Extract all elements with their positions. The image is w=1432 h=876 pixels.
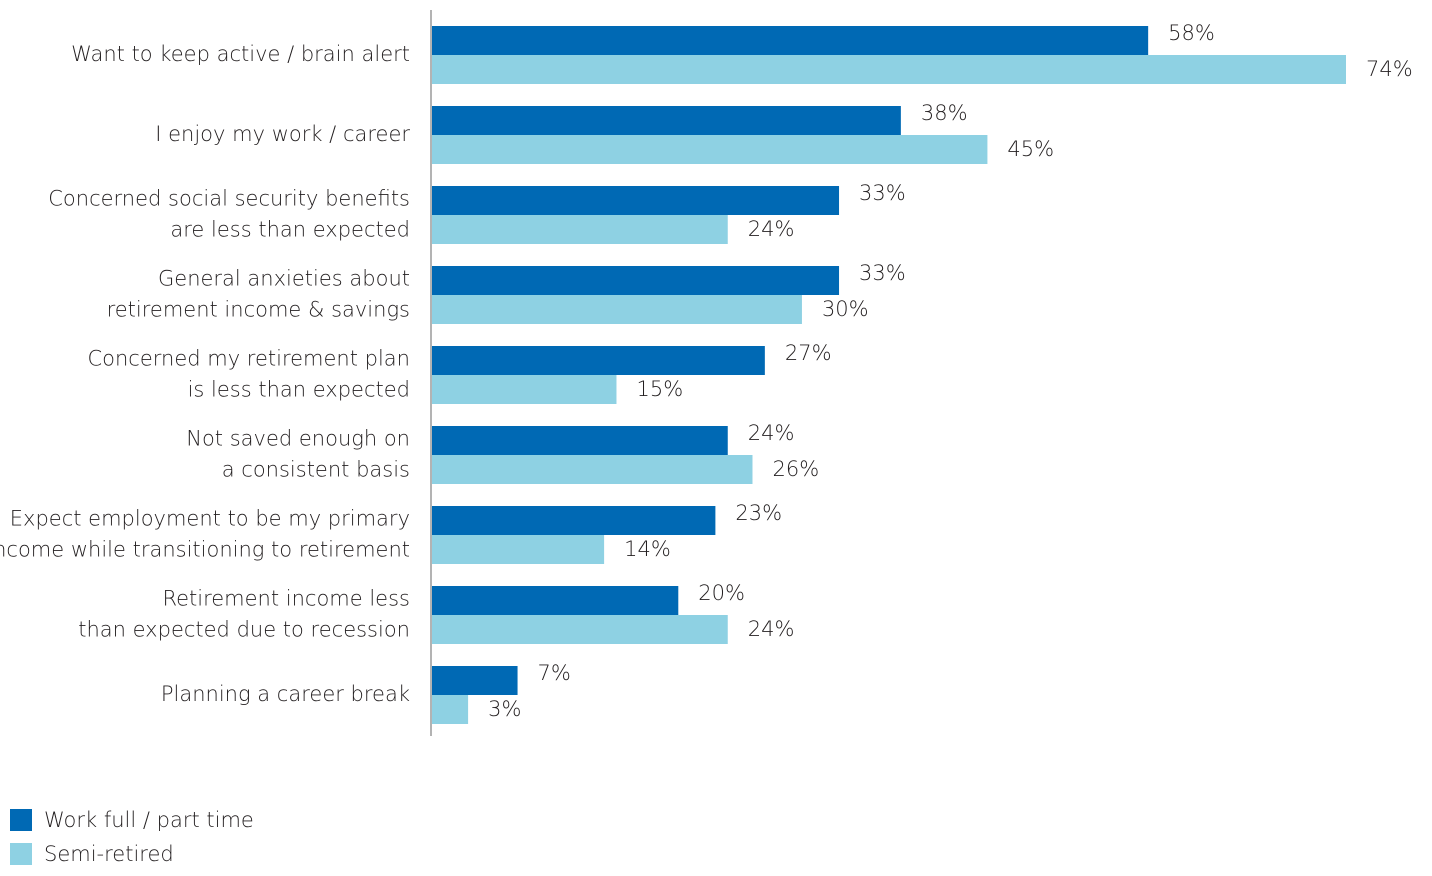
- bar-series-2: [431, 455, 753, 484]
- legend-item-series-1: Work full / part time: [10, 808, 254, 832]
- legend-label-series-1: Work full / part time: [44, 808, 254, 832]
- category-label: I enjoy my work / career: [155, 122, 410, 146]
- bar-series-1: [431, 26, 1149, 55]
- bar-series-2: [431, 375, 617, 404]
- category-label: income while transitioning to retirement: [0, 538, 410, 562]
- bar-series-1: [431, 666, 518, 695]
- bar-series-1: [431, 106, 901, 135]
- value-label-series-1: 7%: [538, 661, 571, 685]
- value-label-series-2: 45%: [1007, 137, 1054, 161]
- value-label-series-2: 24%: [748, 617, 795, 641]
- category-label: Concerned social security benefits: [48, 187, 410, 211]
- category-label: Retirement income less: [162, 587, 410, 611]
- legend-swatch-series-1: [10, 809, 32, 831]
- bar-series-1: [431, 426, 728, 455]
- category-label: a consistent basis: [222, 458, 410, 482]
- value-label-series-1: 20%: [698, 581, 745, 605]
- category-label: than expected due to recession: [78, 618, 410, 642]
- value-label-series-2: 26%: [772, 457, 819, 481]
- category-label: retirement income & savings: [107, 298, 410, 322]
- value-label-series-2: 3%: [488, 697, 521, 721]
- legend-swatch-series-2: [10, 843, 32, 865]
- bar-series-1: [431, 346, 765, 375]
- bar-series-2: [431, 215, 728, 244]
- value-label-series-1: 33%: [859, 181, 906, 205]
- value-label-series-1: 38%: [921, 101, 968, 125]
- category-label: Not saved enough on: [186, 427, 410, 451]
- legend-label-series-2: Semi-retired: [44, 842, 174, 866]
- legend: Work full / part time Semi-retired: [10, 808, 254, 876]
- value-label-series-1: 23%: [735, 501, 782, 525]
- bar-series-1: [431, 506, 716, 535]
- value-label-series-2: 14%: [624, 537, 671, 561]
- value-label-series-2: 30%: [822, 297, 869, 321]
- category-label: Expect employment to be my primary: [10, 507, 410, 531]
- bar-series-2: [431, 135, 988, 164]
- bar-series-1: [431, 266, 840, 295]
- value-label-series-1: 27%: [785, 341, 832, 365]
- value-label-series-2: 24%: [748, 217, 795, 241]
- value-label-series-1: 24%: [748, 421, 795, 445]
- category-label: Planning a career break: [161, 682, 410, 706]
- value-label-series-1: 58%: [1168, 21, 1215, 45]
- value-label-series-1: 33%: [859, 261, 906, 285]
- bar-series-2: [431, 535, 605, 564]
- bar-series-2: [431, 695, 469, 724]
- bar-series-2: [431, 295, 802, 324]
- bar-series-2: [431, 55, 1346, 84]
- category-label: General anxieties about: [158, 267, 410, 291]
- category-label: are less than expected: [170, 218, 410, 242]
- category-label: Want to keep active / brain alert: [71, 42, 410, 66]
- bar-series-1: [431, 186, 840, 215]
- value-label-series-2: 15%: [636, 377, 683, 401]
- legend-item-series-2: Semi-retired: [10, 842, 254, 866]
- bar-series-2: [431, 615, 728, 644]
- bar-series-1: [431, 586, 679, 615]
- value-label-series-2: 74%: [1366, 57, 1413, 81]
- category-label: Concerned my retirement plan: [87, 347, 410, 371]
- category-label: is less than expected: [188, 378, 410, 402]
